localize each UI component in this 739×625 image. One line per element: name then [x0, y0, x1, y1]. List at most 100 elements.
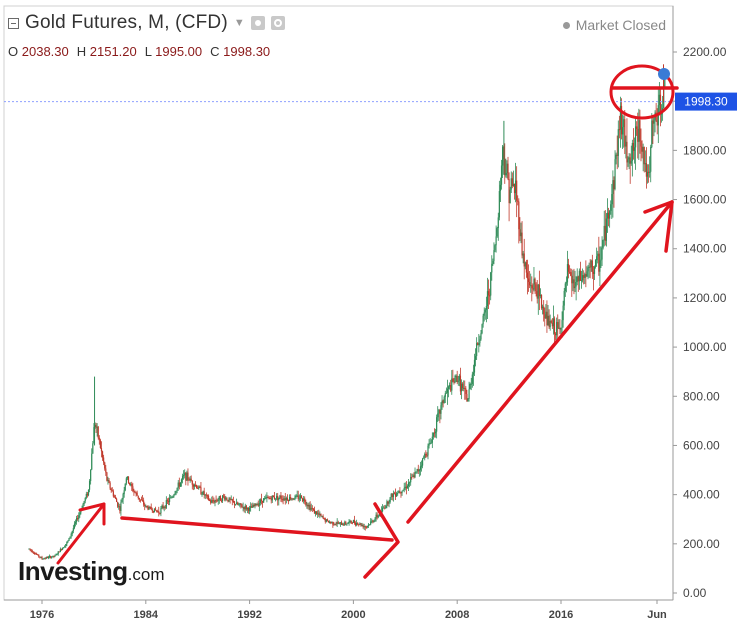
candle-body: [185, 472, 187, 481]
candle-body: [454, 375, 456, 383]
candle-body: [559, 327, 561, 330]
candle-body: [309, 504, 311, 510]
event-marker-icon[interactable]: [658, 68, 670, 80]
candle-body: [162, 505, 164, 509]
candle-body: [172, 496, 174, 498]
candle-body: [55, 554, 57, 556]
candle-body: [633, 147, 636, 151]
caret-down-icon[interactable]: ▼: [233, 17, 245, 29]
x-tick-label: 2000: [341, 609, 365, 621]
candle-body: [631, 142, 633, 161]
candle-body: [59, 549, 61, 552]
candle-body: [105, 468, 107, 473]
candle-body: [96, 426, 98, 428]
candle-body: [139, 499, 141, 501]
candle-body: [375, 514, 377, 519]
candle-body: [489, 295, 491, 297]
candle-body: [109, 482, 111, 489]
candle-body: [539, 294, 542, 297]
candle-body: [190, 478, 192, 481]
candle-body: [466, 394, 468, 402]
candle-body: [56, 554, 58, 556]
candle-body: [122, 494, 124, 500]
candle-body: [128, 482, 131, 485]
eye-icon[interactable]: [250, 16, 265, 30]
candle-body: [369, 524, 371, 526]
candle-body: [625, 141, 627, 147]
candle-body: [289, 497, 291, 501]
candle-body: [525, 262, 527, 273]
candle-body: [120, 502, 122, 511]
candle-body: [426, 455, 428, 457]
candle-body: [146, 505, 148, 507]
candle-body: [498, 191, 500, 218]
candle-body: [31, 550, 33, 553]
candle-body: [83, 501, 85, 504]
candle-body: [79, 512, 81, 516]
collapse-icon[interactable]: [8, 17, 19, 29]
candle-body: [627, 159, 629, 163]
candle-body: [622, 127, 624, 135]
candle-body: [286, 497, 289, 501]
candle-body: [545, 311, 547, 319]
candle-body: [504, 159, 506, 176]
candle-body: [261, 500, 264, 503]
candle-body: [176, 487, 178, 491]
market-status: Market Closed: [562, 17, 666, 33]
candle-body: [290, 497, 292, 500]
candle-body: [483, 312, 485, 316]
candle-body: [303, 498, 305, 501]
candle-body: [443, 396, 445, 404]
candle-body: [457, 380, 459, 383]
candle-body: [248, 507, 251, 511]
instrument-title[interactable]: Gold Futures, M, (CFD): [25, 12, 228, 33]
candle-body: [166, 500, 169, 502]
candle-body: [118, 506, 120, 508]
candle-body: [630, 160, 632, 164]
candle-body: [463, 387, 465, 389]
candle-body: [365, 526, 367, 528]
candle-body: [415, 471, 417, 473]
current-price-label: 1998.30: [684, 95, 728, 109]
candle-body: [632, 142, 635, 151]
candle-body: [203, 491, 205, 496]
candle-body: [291, 498, 293, 500]
gear-icon[interactable]: [270, 16, 285, 30]
candle-body: [437, 413, 439, 418]
y-tick-label: 1400.00: [683, 242, 727, 256]
candle-body: [566, 264, 569, 283]
candle-body: [97, 426, 99, 438]
high-value: H 2151.20: [76, 44, 137, 59]
candle-body: [543, 306, 545, 315]
rise-arrow-1970s-shaft: [56, 502, 106, 565]
candle-body: [629, 157, 631, 164]
open-value: O 2038.30: [8, 44, 69, 59]
candle-body: [339, 522, 342, 524]
candle-body: [563, 290, 565, 306]
candle-body: [538, 284, 540, 297]
candle-body: [573, 279, 575, 289]
candle-body: [164, 506, 166, 508]
candle-body: [273, 497, 276, 500]
candle-body: [604, 225, 606, 241]
candle-body: [449, 385, 451, 387]
candle-body: [607, 212, 610, 219]
candle-body: [143, 500, 145, 505]
candle-body: [653, 118, 655, 124]
candle-body: [514, 180, 517, 194]
candle-body: [417, 469, 419, 472]
candle-body: [564, 283, 566, 291]
candle-body: [366, 525, 369, 528]
candle-body: [256, 504, 258, 506]
candle-body: [620, 105, 623, 135]
candle-body: [78, 515, 80, 520]
candle-body: [636, 126, 638, 129]
candle-body: [364, 526, 366, 528]
candle-body: [217, 499, 219, 501]
candle-body: [69, 536, 71, 538]
candle-body: [618, 129, 620, 131]
candle-body: [153, 508, 156, 513]
candle-body: [86, 493, 89, 496]
candle-body: [114, 497, 117, 499]
